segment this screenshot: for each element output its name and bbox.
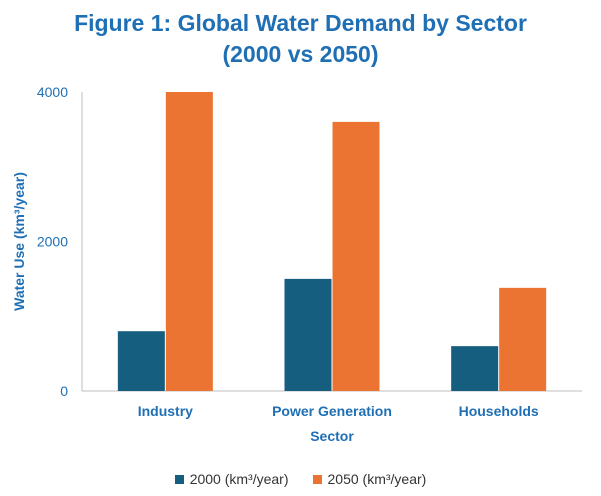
y-tick-label: 2000 — [37, 234, 68, 250]
x-tick-label: Power Generation — [272, 403, 392, 419]
bar-2050 — [332, 121, 380, 392]
legend-item-2050: 2050 (km³/year) — [312, 471, 427, 487]
legend: 2000 (km³/year) 2050 (km³/year) — [0, 468, 601, 490]
bar-2000 — [117, 331, 165, 391]
y-axis-title: Water Use (km³/year) — [11, 172, 27, 311]
y-tick-label: 4000 — [37, 84, 68, 100]
bar-2050 — [499, 287, 547, 391]
legend-item-2000: 2000 (km³/year) — [174, 471, 289, 487]
x-tick-label: Households — [459, 403, 539, 419]
bar-2000 — [284, 278, 332, 391]
x-axis-title: Sector — [310, 428, 354, 444]
chart-title-line2: (2000 vs 2050) — [222, 41, 379, 67]
chart-title: Figure 1: Global Water Demand by Sector … — [0, 8, 601, 70]
legend-label-2050: 2050 (km³/year) — [327, 471, 427, 487]
chart-title-line1: Figure 1: Global Water Demand by Sector — [74, 10, 527, 36]
legend-swatch-2000 — [174, 474, 184, 484]
legend-label-2000: 2000 (km³/year) — [189, 471, 289, 487]
y-tick-label: 0 — [60, 383, 68, 399]
x-tick-label: Industry — [138, 403, 193, 419]
bar-2000 — [451, 346, 499, 391]
bar-2050 — [165, 92, 213, 391]
legend-swatch-2050 — [312, 474, 322, 484]
